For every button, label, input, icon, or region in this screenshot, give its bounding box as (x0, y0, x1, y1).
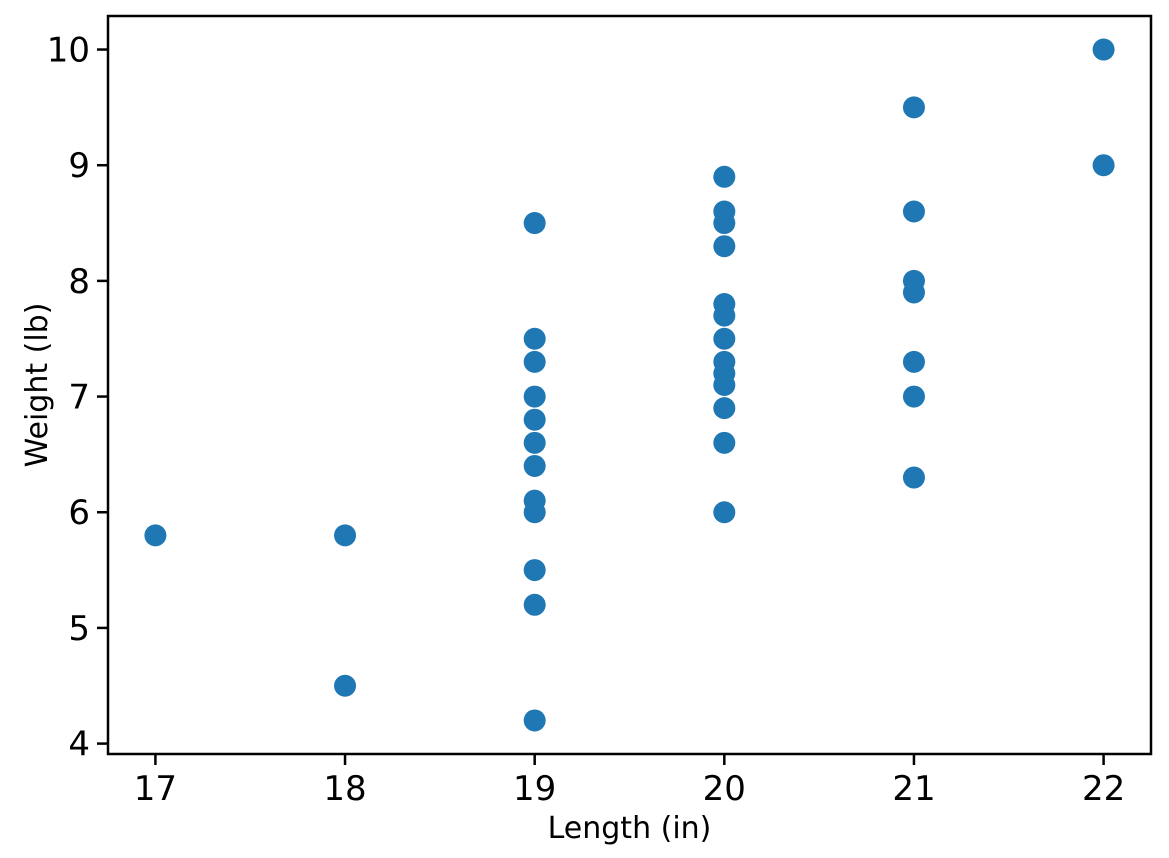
y-axis-label: Weight (lb) (20, 303, 55, 468)
data-point (523, 431, 546, 454)
x-tick-label: 22 (1082, 769, 1125, 809)
data-point (523, 593, 546, 616)
data-point (713, 501, 736, 524)
y-tick-label: 9 (68, 146, 90, 186)
data-point (713, 200, 736, 223)
data-point (523, 454, 546, 477)
data-point (1092, 38, 1115, 61)
y-tick-label: 4 (68, 725, 90, 765)
data-point (902, 466, 925, 489)
x-tick-label: 18 (323, 769, 366, 809)
data-point (902, 350, 925, 373)
data-point (713, 327, 736, 350)
data-points (144, 38, 1115, 732)
x-tick-label: 20 (703, 769, 746, 809)
y-tick-label: 8 (68, 262, 90, 302)
data-point (902, 200, 925, 223)
y-tick-label: 10 (47, 31, 90, 71)
x-axis-ticks: 17 18 19 20 21 22 (134, 754, 1125, 809)
data-point (523, 327, 546, 350)
x-tick-label: 19 (513, 769, 556, 809)
data-point (902, 269, 925, 292)
data-point (334, 524, 357, 547)
data-point (713, 431, 736, 454)
data-point (334, 674, 357, 697)
x-tick-label: 17 (134, 769, 177, 809)
data-point (713, 235, 736, 258)
data-point (1092, 154, 1115, 177)
data-point (713, 165, 736, 188)
data-point (144, 524, 167, 547)
y-tick-label: 5 (68, 609, 90, 649)
y-axis-ticks: 4 5 6 7 8 9 10 (47, 31, 108, 765)
data-point (902, 96, 925, 119)
data-point (523, 385, 546, 408)
y-tick-label: 6 (68, 493, 90, 533)
data-point (713, 397, 736, 420)
data-point (523, 489, 546, 512)
data-point (523, 350, 546, 373)
y-tick-label: 7 (68, 378, 90, 418)
data-point (523, 559, 546, 582)
plot-area-border (106, 14, 1153, 756)
x-axis-label: Length (in) (548, 811, 712, 846)
data-point (523, 408, 546, 431)
data-point (523, 212, 546, 235)
data-point (902, 385, 925, 408)
data-point (713, 350, 736, 373)
x-tick-label: 21 (892, 769, 935, 809)
data-point (523, 709, 546, 732)
data-point (713, 293, 736, 316)
